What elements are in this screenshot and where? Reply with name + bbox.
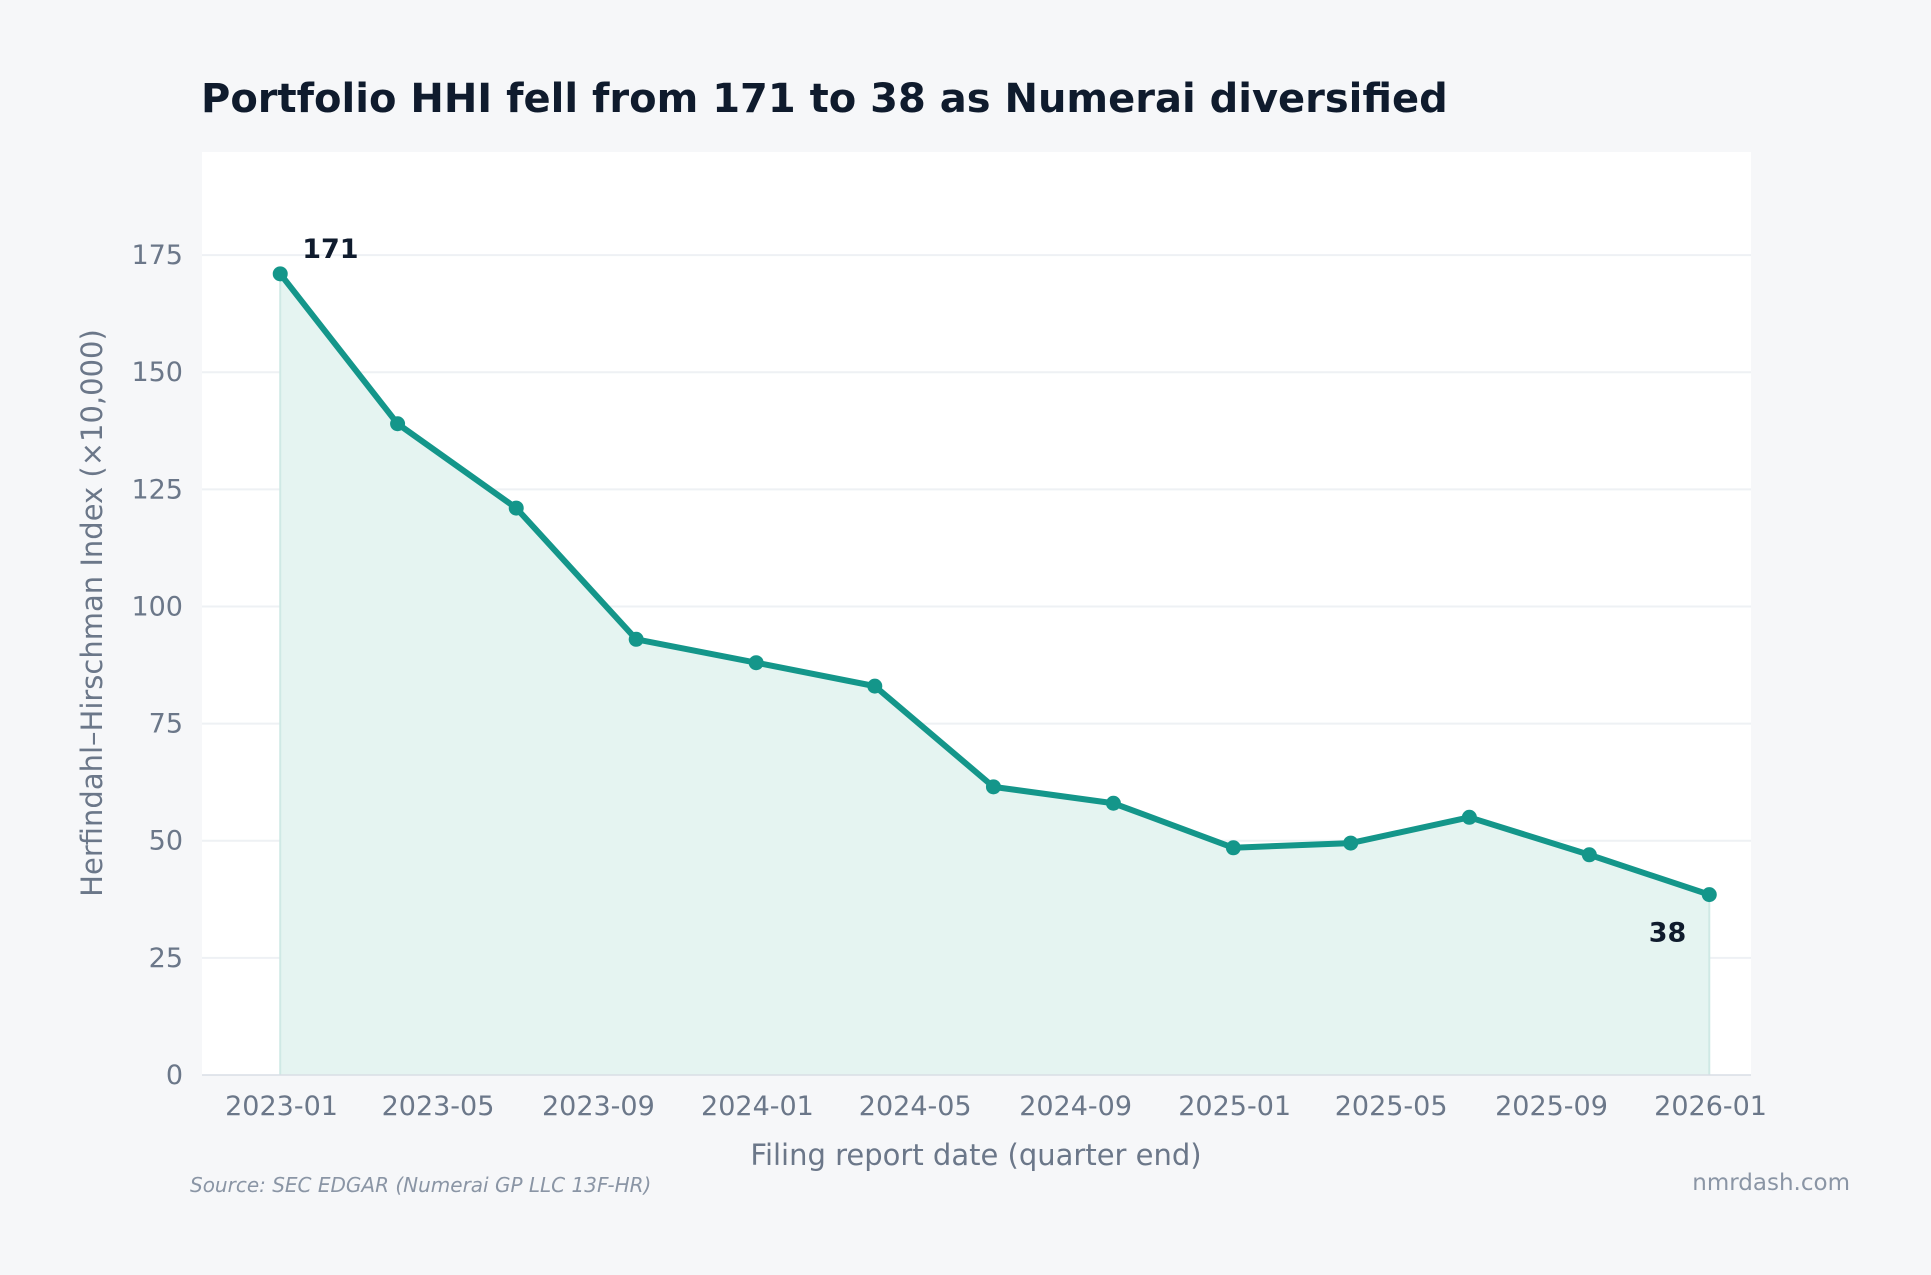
data-label: 171 (302, 234, 358, 265)
x-axis-label: Filing report date (quarter end) (750, 1138, 1201, 1172)
x-tick-labels: 2023-01 2023-05 2023-09 2024-01 2024-05 2024-… (225, 1091, 1767, 1122)
y-tick-label: 50 (149, 826, 183, 857)
y-tick-label: 0 (166, 1060, 183, 1091)
y-tick-label: 100 (131, 591, 183, 622)
area-fill (280, 273, 1710, 1075)
data-point (272, 266, 288, 282)
x-tick-label: 2024-09 (1019, 1091, 1132, 1122)
data-point (985, 779, 1001, 795)
data-points (272, 266, 1717, 903)
y-tick-label: 25 (149, 943, 183, 974)
chart-title: Portfolio HHI fell from 171 to 38 as Num… (201, 76, 1448, 122)
source-note: Source: SEC EDGAR (Numerai GP LLC 13F-HR… (190, 1173, 651, 1197)
data-point (748, 655, 764, 671)
data-point (1701, 887, 1717, 903)
x-tick-label: 2023-09 (542, 1091, 655, 1122)
data-point (867, 678, 883, 694)
x-tick-label: 2023-05 (382, 1091, 495, 1122)
data-point (390, 416, 406, 432)
brand-label: nmrdash.com (1692, 1170, 1850, 1196)
x-tick-label: 2025-05 (1335, 1091, 1448, 1122)
x-tick-label: 2023-01 (225, 1091, 338, 1122)
data-point (508, 500, 524, 516)
x-tick-label: 2025-01 (1178, 1091, 1291, 1122)
data-point (1225, 840, 1241, 856)
data-point (1105, 795, 1121, 811)
y-tick-label: 75 (149, 709, 183, 740)
x-tick-label: 2024-05 (859, 1091, 972, 1122)
x-tick-label: 2024-01 (701, 1091, 814, 1122)
area-fill-layer (279, 273, 1711, 1075)
data-point (628, 631, 644, 647)
y-tick-label: 125 (131, 474, 183, 505)
data-point (1581, 847, 1597, 863)
x-tick-label: 2025-09 (1495, 1091, 1608, 1122)
y-tick-labels: 0 25 50 75 100 125 150 175 (131, 240, 183, 1091)
data-label: 38 (1649, 918, 1687, 949)
data-point (1461, 809, 1477, 825)
data-point (1343, 835, 1359, 851)
x-tick-label: 2026-01 (1654, 1091, 1767, 1122)
y-tick-label: 175 (131, 240, 183, 271)
annotations: 171 38 (302, 234, 1686, 949)
y-axis-label: Herfindahl–Hirschman Index (×10,000) (75, 329, 109, 897)
y-tick-label: 150 (131, 357, 183, 388)
